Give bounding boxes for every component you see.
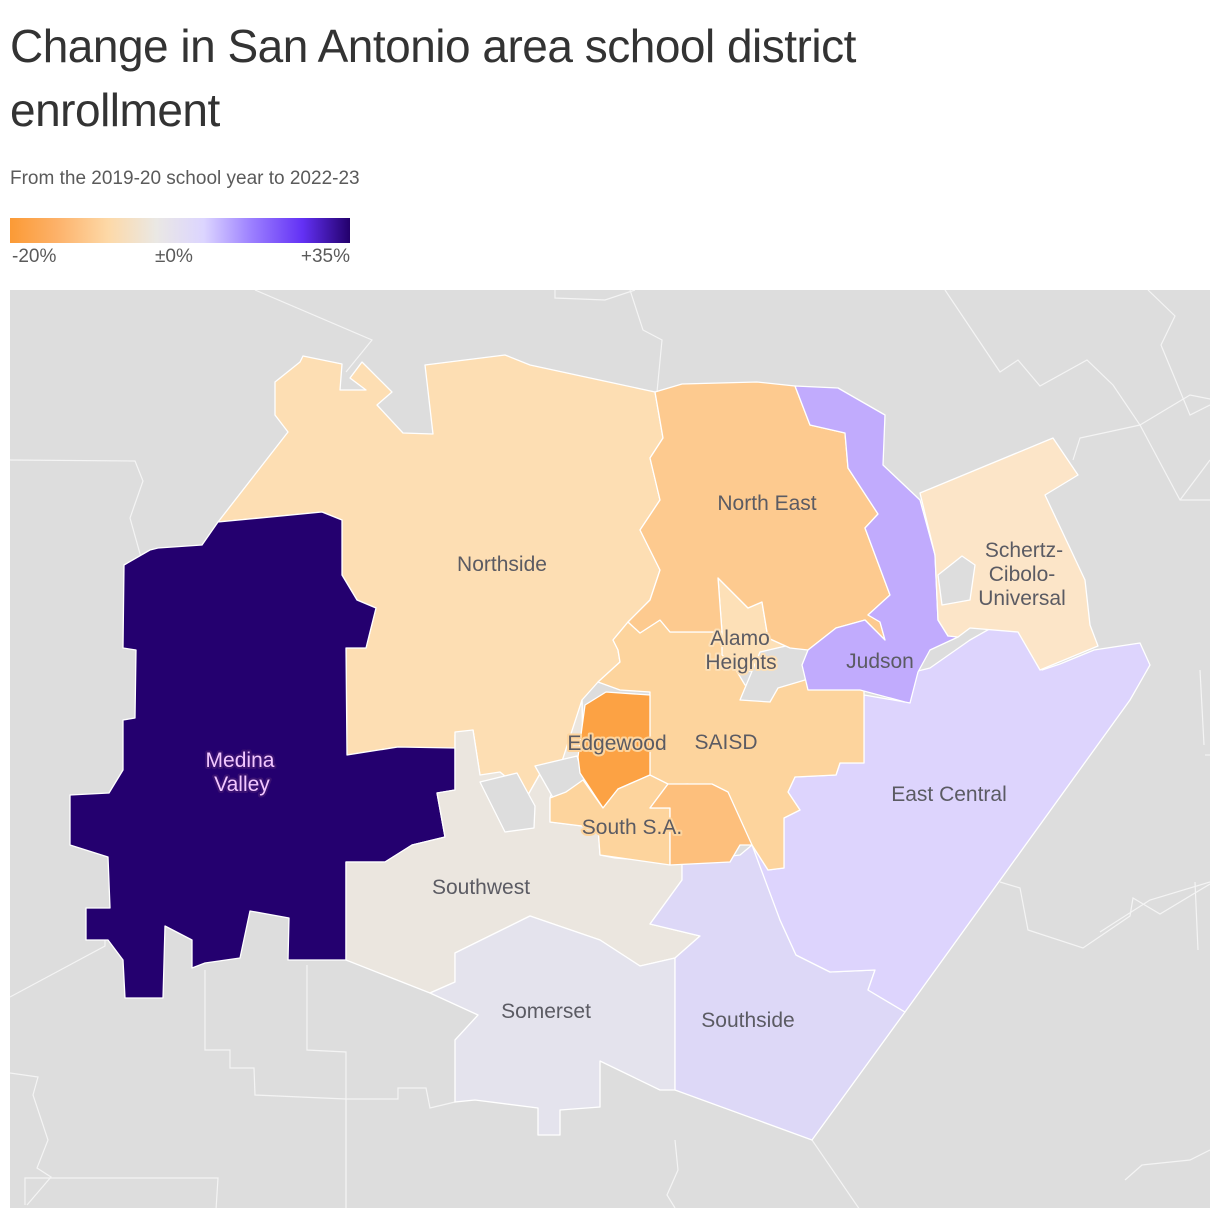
- label-southside: Southside: [701, 1009, 794, 1032]
- label-medina-line1: Medina: [206, 749, 275, 772]
- district-somerset[interactable]: [429, 915, 676, 1136]
- district-medina-valley[interactable]: [69, 511, 456, 999]
- legend-max-label: +35%: [300, 246, 350, 267]
- label-north-east: North East: [717, 492, 816, 515]
- label-south-sa: South S.A.: [582, 816, 682, 839]
- label-saisd: SAISD: [694, 731, 757, 754]
- district-schertz-cibolo-universal[interactable]: [919, 437, 1099, 671]
- legend-min-label: -20%: [12, 246, 57, 267]
- chart-subtitle: From the 2019-20 school year to 2022-23: [10, 168, 360, 189]
- enclave-scuc: [937, 555, 976, 606]
- label-somerset: Somerset: [501, 1000, 591, 1023]
- chart-title: Change in San Antonio area school distri…: [10, 20, 856, 136]
- district-harlandale[interactable]: [649, 783, 753, 866]
- school-districts: [69, 354, 1151, 1141]
- color-legend: -20% ±0% +35%: [10, 218, 350, 269]
- district-map: Northside North East Schertz- Cibolo- Un…: [10, 290, 1210, 1208]
- label-southwest: Southwest: [432, 876, 530, 899]
- label-alamo-line2: Heights: [705, 651, 776, 674]
- label-edgewood: Edgewood: [567, 732, 666, 755]
- label-scuc-line3: Universal: [978, 587, 1066, 610]
- label-judson: Judson: [846, 650, 914, 673]
- label-scuc-line1: Schertz-: [985, 539, 1063, 562]
- label-scuc-line2: Cibolo-: [989, 563, 1056, 586]
- legend-mid-label: ±0%: [155, 246, 193, 267]
- legend-gradient-bar: [10, 218, 350, 243]
- label-east-central: East Central: [891, 783, 1007, 806]
- label-alamo-line1: Alamo: [710, 627, 770, 650]
- enclave-west: [479, 772, 536, 833]
- map-container: Northside North East Schertz- Cibolo- Un…: [10, 290, 1210, 1208]
- legend-labels: -20% ±0% +35%: [10, 243, 350, 269]
- label-medina-line2: Valley: [214, 773, 270, 796]
- district-labels: Northside North East Schertz- Cibolo- Un…: [204, 490, 1068, 1034]
- label-northside: Northside: [457, 553, 547, 576]
